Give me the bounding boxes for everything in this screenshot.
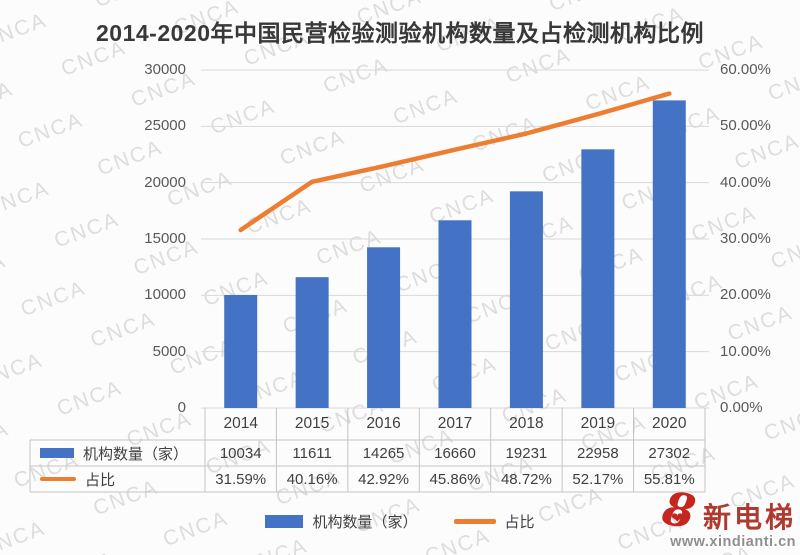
bar-series-swatch-icon: [40, 448, 74, 458]
year-cell: 2016: [366, 415, 401, 432]
ratio-line: [238, 91, 672, 233]
table-row-label: 占比: [40, 467, 115, 491]
right-axis-tick: 20.00%: [720, 286, 771, 304]
left-axis-tick: 10000: [144, 286, 186, 304]
xindianti-logo-url: www.xindianti.cn: [670, 534, 796, 550]
left-axis-tick: 0: [177, 399, 186, 416]
table-value-cell: 52.17%: [572, 470, 624, 488]
year-cell: 2019: [580, 415, 616, 432]
bar-2017: [438, 220, 472, 408]
table-value-cell: 14265: [362, 444, 405, 462]
table-value-cell: 40.16%: [286, 470, 338, 488]
right-axis-tick: 60.00%: [720, 61, 771, 78]
right-axis-tick: 40.00%: [720, 173, 771, 191]
left-axis-tick: 25000: [144, 117, 186, 135]
table-value-cell: 27302: [648, 444, 691, 462]
table-row-label-text: 占比: [85, 471, 116, 489]
left-axis-tick: 20000: [144, 173, 186, 191]
bar-2015: [295, 277, 329, 408]
table-value-cell: 48.72%: [500, 470, 552, 488]
line-series-legend-label: 占比: [504, 514, 535, 531]
bar-2018: [509, 191, 543, 408]
bar-series-legend-label: 机构数量（家）: [312, 514, 418, 531]
table-value-cell: 45.86%: [429, 470, 481, 488]
left-axis-tick: 5000: [152, 342, 186, 360]
right-axis-tick: 0.00%: [720, 399, 763, 416]
xindianti-logo-name: 新电梯: [702, 502, 796, 533]
left-axis-tick: 30000: [144, 61, 186, 78]
table-value-cell: 55.81%: [643, 470, 695, 488]
year-cell: 2017: [437, 415, 473, 432]
line-series-swatch-icon: [40, 477, 76, 481]
table-value-cell: 31.59%: [215, 470, 267, 488]
xindianti-logo: 8 ❤ 新电梯 www.xindianti.cn: [659, 481, 796, 550]
bar-2014: [224, 294, 258, 408]
right-axis-tick: 10.00%: [720, 342, 771, 360]
xindianti-logo-top: 8 ❤ 新电梯: [659, 481, 796, 540]
bar-2020: [652, 100, 686, 409]
left-axis-tick: 15000: [144, 230, 186, 247]
table-value-cell: 19231: [505, 444, 548, 462]
table-value-cell: 10034: [219, 444, 262, 462]
heart-icon: ❤: [670, 510, 684, 527]
table-row-label-text: 机构数量（家）: [83, 445, 189, 463]
bar-2016: [367, 247, 401, 408]
chart-legend: 机构数量（家） 占比: [0, 511, 800, 532]
bar-series-swatch-icon: [265, 515, 304, 528]
table-value-cell: 16660: [434, 444, 476, 462]
right-axis-tick: 50.00%: [720, 117, 771, 135]
year-cell: 2015: [294, 415, 330, 432]
table-value-cell: 11611: [292, 444, 332, 462]
year-cell: 2014: [223, 415, 258, 432]
line-series-swatch-icon: [453, 519, 496, 524]
table-row-label: 机构数量（家）: [40, 441, 188, 465]
xindianti-logo-mark: 8 ❤: [659, 481, 703, 540]
table-value-cell: 22958: [576, 444, 619, 462]
chart-title: 2014-2020年中国民营检验测验机构数量及占检测机构比例: [96, 20, 704, 46]
bar-2019: [581, 149, 615, 409]
right-axis-tick: 30.00%: [720, 230, 771, 247]
year-cell: 2018: [509, 415, 544, 432]
year-cell: 2020: [652, 415, 687, 432]
table-value-cell: 42.92%: [358, 470, 409, 488]
